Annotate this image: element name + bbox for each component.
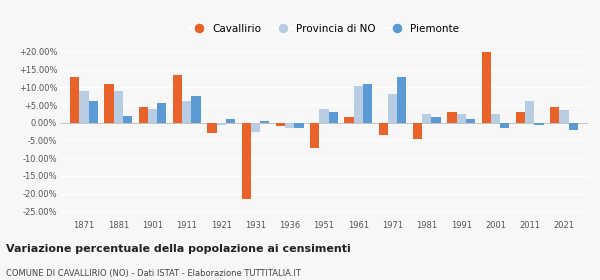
Bar <box>123 116 132 123</box>
Bar <box>104 84 113 123</box>
Bar <box>242 123 251 199</box>
Bar <box>139 107 148 123</box>
Bar <box>79 91 89 123</box>
Bar <box>422 114 431 123</box>
Bar <box>89 101 98 123</box>
Bar <box>516 112 525 123</box>
Text: Variazione percentuale della popolazione ai censimenti: Variazione percentuale della popolazione… <box>6 244 351 254</box>
Bar <box>344 117 353 123</box>
Bar <box>569 123 578 130</box>
Bar <box>482 52 491 123</box>
Bar <box>413 123 422 139</box>
Bar <box>191 96 201 123</box>
Bar <box>525 101 535 123</box>
Bar <box>457 114 466 123</box>
Bar <box>431 117 441 123</box>
Bar <box>182 101 191 123</box>
Bar <box>559 110 569 123</box>
Bar <box>329 112 338 123</box>
Bar <box>491 114 500 123</box>
Bar <box>500 123 509 128</box>
Bar <box>207 123 217 133</box>
Bar <box>466 119 475 123</box>
Bar <box>251 123 260 132</box>
Bar <box>295 123 304 128</box>
Bar <box>276 123 285 126</box>
Legend: Cavallirio, Provincia di NO, Piemonte: Cavallirio, Provincia di NO, Piemonte <box>185 20 463 38</box>
Bar <box>363 84 372 123</box>
Bar <box>226 119 235 123</box>
Bar <box>388 94 397 123</box>
Bar <box>353 86 363 123</box>
Bar <box>173 75 182 123</box>
Text: COMUNE DI CAVALLIRIO (NO) - Dati ISTAT - Elaborazione TUTTITALIA.IT: COMUNE DI CAVALLIRIO (NO) - Dati ISTAT -… <box>6 269 301 278</box>
Bar <box>447 112 457 123</box>
Bar <box>319 109 329 123</box>
Bar <box>113 91 123 123</box>
Bar <box>550 107 559 123</box>
Bar <box>148 109 157 123</box>
Bar <box>260 121 269 123</box>
Bar <box>217 123 226 125</box>
Bar <box>310 123 319 148</box>
Bar <box>379 123 388 135</box>
Bar <box>70 77 79 123</box>
Bar <box>157 103 166 123</box>
Bar <box>285 123 295 128</box>
Bar <box>535 123 544 125</box>
Bar <box>397 77 406 123</box>
